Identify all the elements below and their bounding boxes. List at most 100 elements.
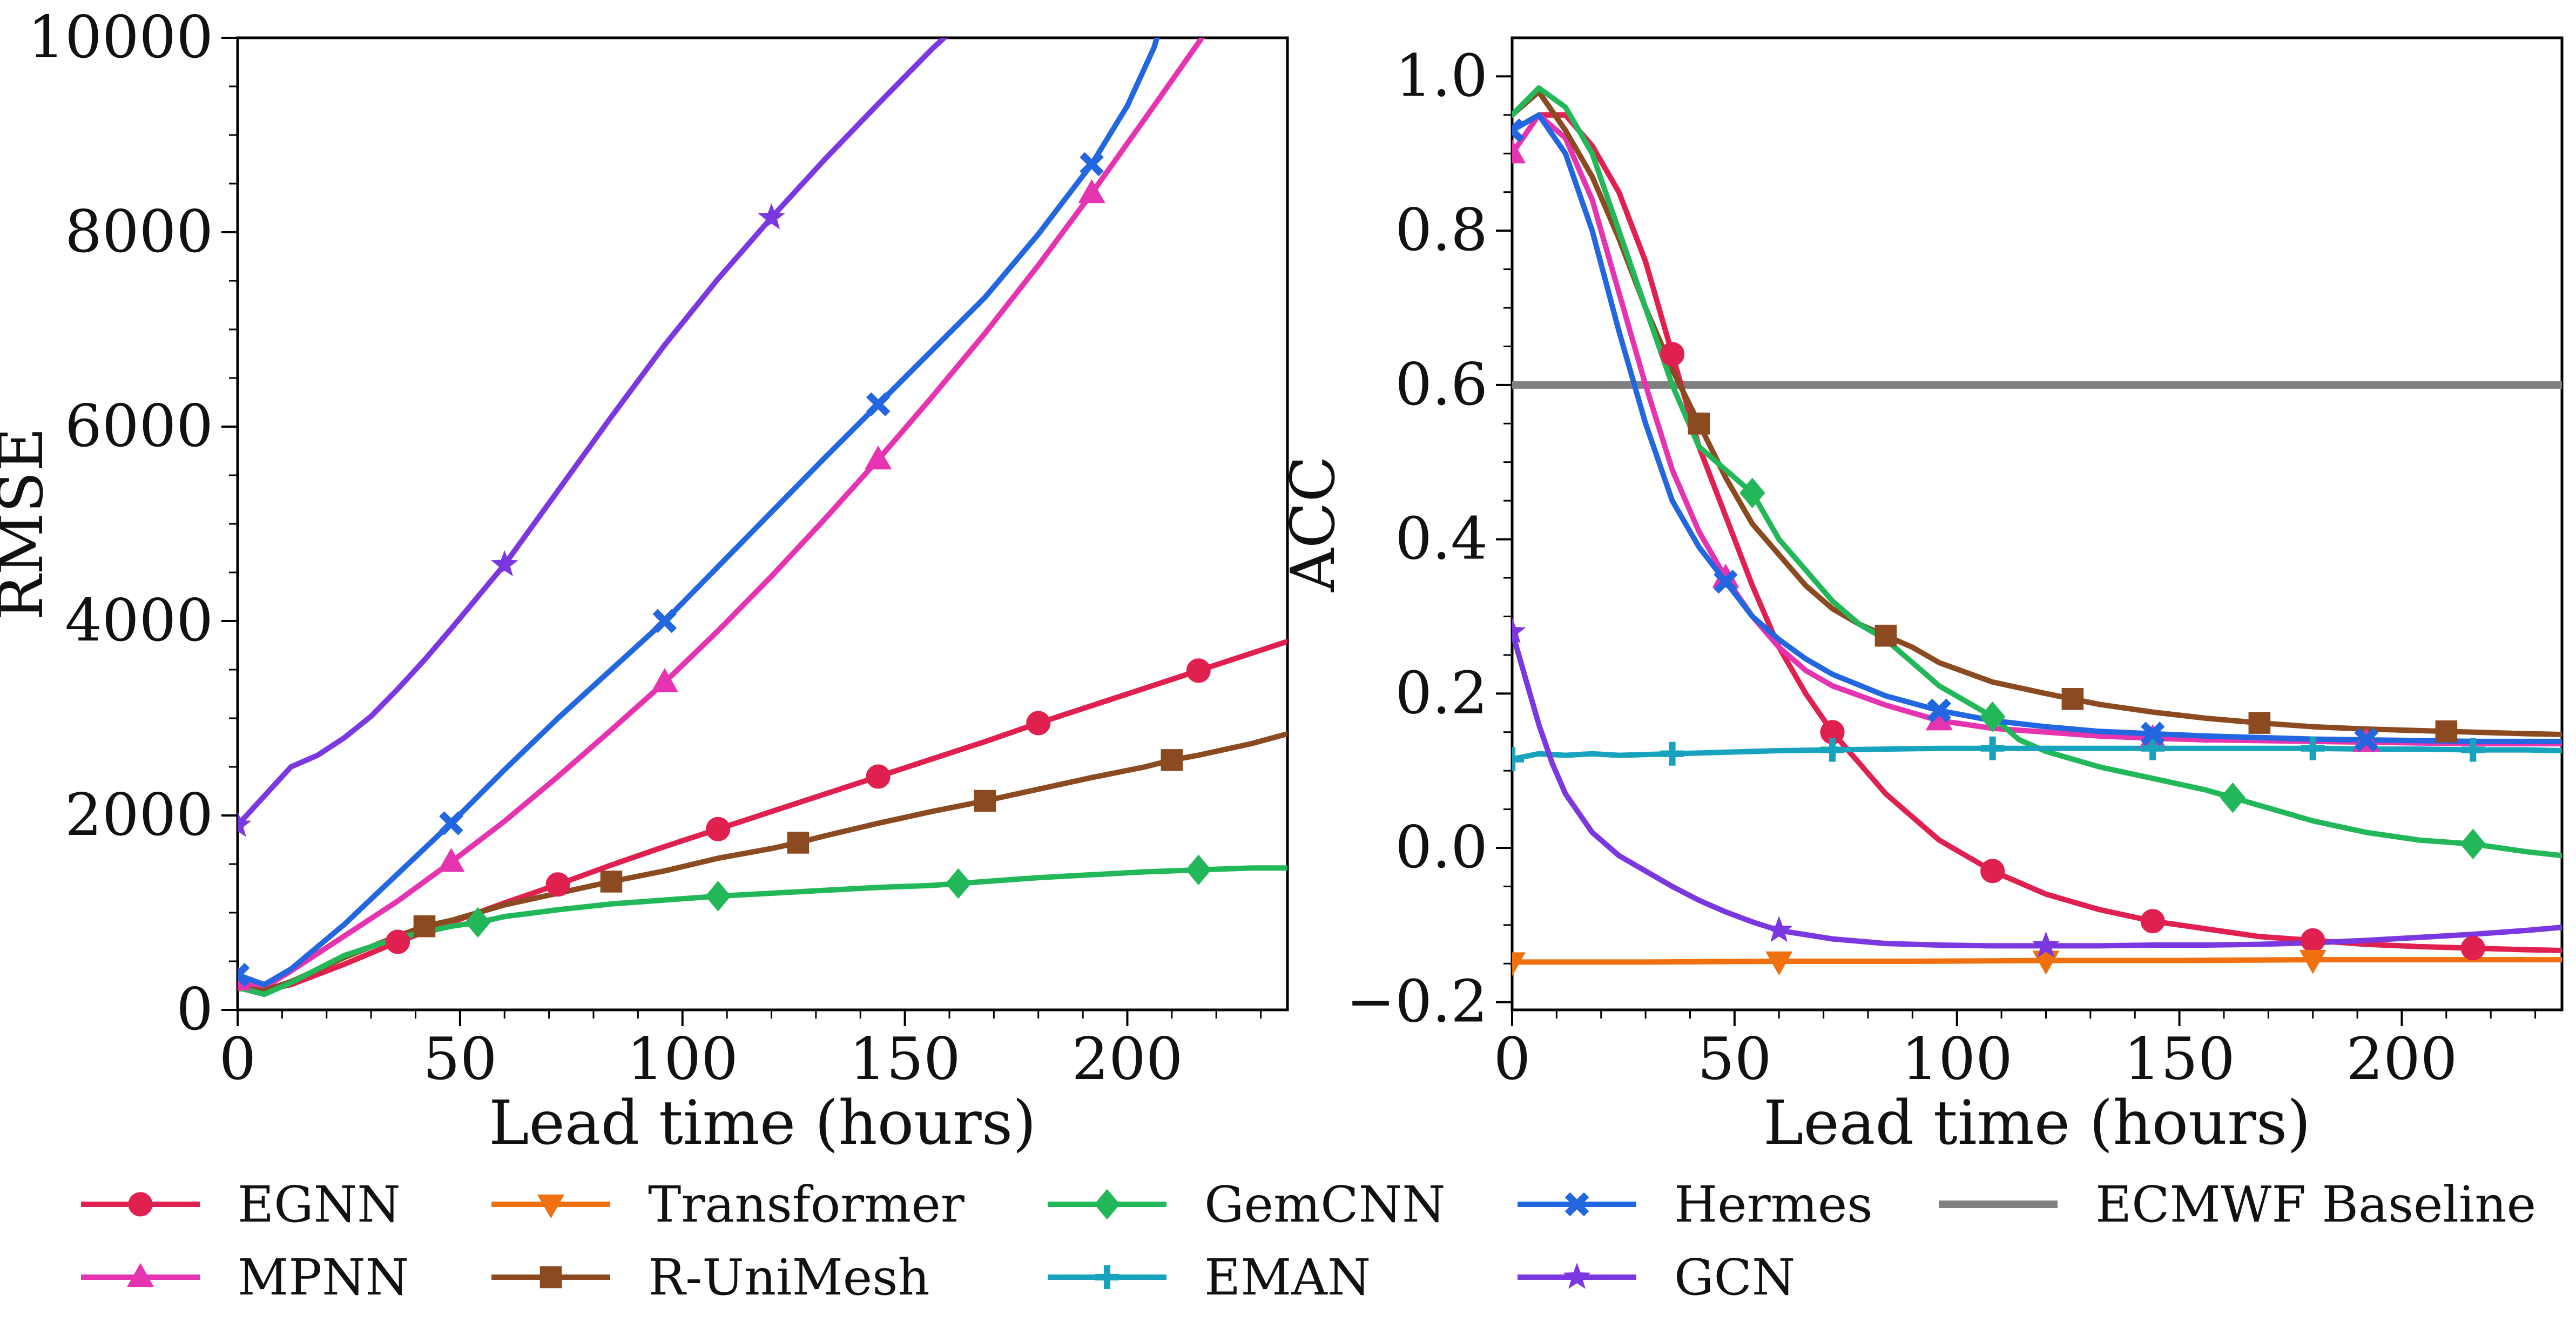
rmse-marker-hermes (866, 392, 891, 416)
acc-chart: 0 50 100 150 200 −0.2 0.0 0.2 0.4 0.6 0.8 1.0 Lead t… (1278, 36, 2564, 1158)
acc-x-axis-title: Lead time (hours) (1763, 1088, 2311, 1158)
acc-marker-gcn (2032, 931, 2060, 958)
legend-item-ecmwf-baseline: ECMWF Baseline (1939, 1176, 2536, 1233)
rmse-marker-egnn (866, 764, 891, 789)
acc-marker-egnn (2301, 928, 2325, 953)
rmse-marker-gcn (238, 811, 252, 837)
rmse-marker-egnn (1026, 711, 1051, 736)
rmse-marker-r-unimesh (1161, 749, 1183, 771)
rmse-marker-mpnn (1078, 179, 1105, 204)
legend-item-hermes: Hermes (1518, 1176, 1873, 1233)
rmse-marker-egnn (706, 817, 731, 841)
rmse-y-tick-label: 2000 (65, 781, 213, 849)
acc-marker-gemcnn (2460, 828, 2486, 860)
acc-y-tick-label: −0.2 (1346, 968, 1488, 1036)
acc-y-axis-title: ACC (1278, 456, 1348, 592)
legend-item-eman: EMAN (1048, 1249, 1371, 1306)
acc-marker-eman (1660, 741, 1684, 766)
rmse-y-tick-label: 6000 (65, 393, 213, 460)
acc-y-tick-label: 0.2 (1395, 659, 1488, 727)
acc-marker-eman (2301, 736, 2325, 760)
acc-marker-egnn (1980, 859, 2005, 884)
acc-marker-hermes (1714, 569, 1738, 594)
rmse-marker-egnn (1186, 658, 1211, 683)
acc-marker-gcn (1765, 916, 1793, 942)
rmse-marker-hermes (439, 811, 463, 835)
rmse-marker-mpnn (651, 668, 678, 692)
acc-marker-eman (2141, 736, 2165, 760)
acc-y-tick-label: 0.8 (1395, 197, 1488, 264)
rmse-marker-r-unimesh (787, 832, 810, 854)
legend-label-egnn: EGNN (238, 1176, 401, 1233)
legend-label-ecmwf-baseline: ECMWF Baseline (2095, 1176, 2536, 1233)
acc-y-tick-label: 0.0 (1395, 814, 1488, 881)
acc-series-line-mpnn (1512, 112, 2562, 747)
legend-label-hermes: Hermes (1674, 1176, 1873, 1233)
acc-marker-transformer (1765, 951, 1793, 976)
acc-y-tick-label: 0.6 (1395, 351, 1488, 419)
acc-marker-eman (1820, 738, 1845, 762)
rmse-marker-hermes (238, 962, 250, 987)
legend-marker-mpnn (126, 1263, 154, 1287)
legend-label-transformer: Transformer (648, 1176, 965, 1233)
rmse-y-tick-label: 8000 (65, 198, 213, 266)
acc-marker-gemcnn (2220, 782, 2246, 813)
acc-marker-egnn (2460, 936, 2485, 961)
legend-item-mpnn: MPNN (81, 1249, 409, 1306)
acc-series-line-hermes (1512, 112, 2562, 744)
rmse-series-line-egnn (238, 638, 1287, 993)
rmse-x-tick-label: 150 (849, 1026, 961, 1093)
acc-series-line-r-unimesh (1512, 89, 2562, 737)
acc-y-tick-label: 1.0 (1395, 42, 1488, 110)
acc-marker-egnn (2140, 909, 2165, 934)
acc-marker-hermes (2354, 727, 2378, 752)
rmse-x-tick-label: 0 (219, 1026, 257, 1093)
legend-marker-r-unimesh (540, 1266, 562, 1289)
rmse-marker-egnn (386, 929, 410, 954)
acc-plot-area (1512, 85, 2562, 976)
acc-marker-transformer (2299, 950, 2327, 974)
legend-item-r-unimesh: R-UniMesh (491, 1249, 930, 1306)
legend-marker-transformer (537, 1194, 565, 1219)
legend-label-gcn: GCN (1674, 1249, 1795, 1306)
acc-marker-r-unimesh (1688, 412, 1710, 435)
acc-marker-r-unimesh (2248, 712, 2271, 734)
rmse-x-tick-label: 50 (423, 1026, 497, 1093)
rmse-marker-gcn (490, 550, 518, 577)
rmse-series-line-mpnn (238, 38, 1206, 990)
rmse-series-line-hermes (238, 38, 1160, 988)
rmse-x-axis-title: Lead time (hours) (489, 1088, 1036, 1158)
acc-marker-hermes (1512, 118, 1525, 143)
legend-item-egnn: EGNN (81, 1176, 401, 1233)
rmse-x-tick-label: 200 (1071, 1026, 1183, 1093)
acc-x-tick-label: 100 (1901, 1026, 2013, 1093)
acc-series-line-gcn (1512, 629, 2562, 949)
acc-marker-gcn (1512, 617, 1526, 644)
acc-x-tick-label: 50 (1697, 1026, 1771, 1093)
legend-item-gcn: GCN (1518, 1249, 1795, 1306)
rmse-x-tick-label: 100 (627, 1026, 738, 1093)
acc-marker-gemcnn (1979, 701, 2006, 732)
acc-series-line-egnn (1512, 112, 2562, 953)
legend-marker-eman (1095, 1265, 1119, 1289)
legend-marker-gcn (1563, 1263, 1591, 1289)
acc-marker-eman (1512, 747, 1524, 771)
rmse-marker-gemcnn (465, 907, 491, 938)
acc-x-tick-label: 150 (2124, 1026, 2235, 1093)
legend-item-transformer: Transformer (491, 1176, 965, 1233)
legend-label-eman: EMAN (1204, 1249, 1371, 1306)
legend-item-gemcnn: GemCNN (1048, 1176, 1446, 1233)
rmse-marker-mpnn (437, 848, 465, 872)
rmse-marker-gemcnn (945, 868, 972, 899)
rmse-y-tick-label: 10000 (28, 4, 213, 71)
acc-marker-mpnn (1512, 139, 1526, 164)
rmse-marker-mpnn (865, 445, 892, 470)
rmse-marker-gemcnn (705, 881, 731, 912)
acc-marker-r-unimesh (2061, 687, 2084, 710)
legend-marker-hermes (1565, 1192, 1589, 1217)
acc-series-line-gemcnn (1512, 85, 2562, 859)
acc-marker-r-unimesh (2435, 720, 2458, 743)
acc-series-line-transformer (1512, 957, 2562, 965)
rmse-plot-area (238, 38, 1287, 997)
